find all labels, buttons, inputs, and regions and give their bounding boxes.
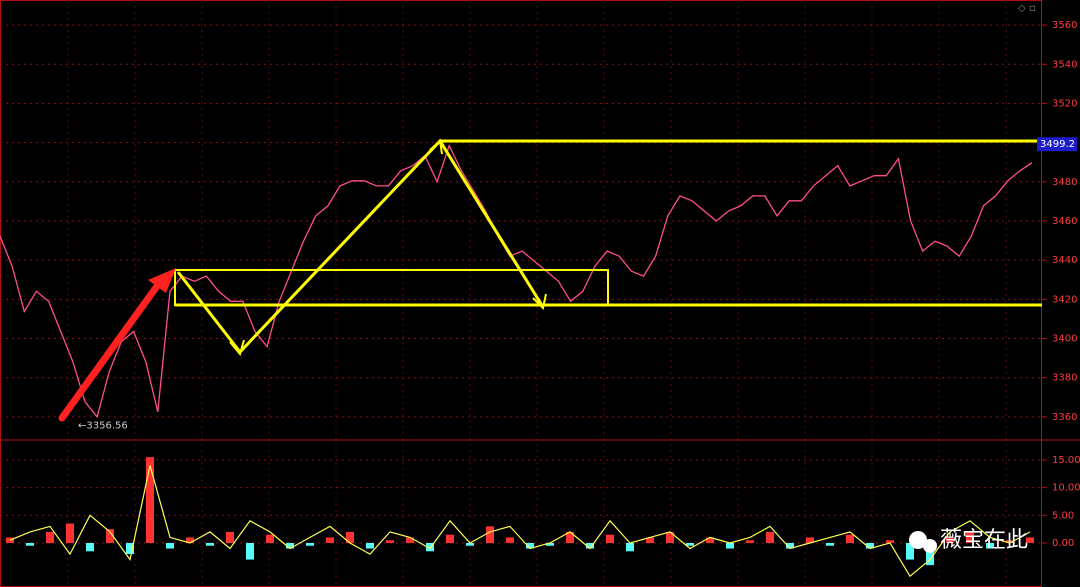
- osc-bar: [686, 542, 694, 546]
- toolbar-icons[interactable]: ◇ ▫: [1018, 3, 1036, 14]
- osc-bar: [886, 540, 894, 543]
- osc-bar: [106, 529, 114, 543]
- osc-bar: [326, 537, 334, 543]
- osc-bar: [206, 542, 214, 546]
- osc-bar: [226, 531, 234, 543]
- osc-bar: [346, 531, 354, 543]
- osc-bar: [986, 542, 994, 549]
- osc-bar: [946, 537, 954, 543]
- osc-bar: [806, 537, 814, 543]
- osc-bar: [266, 534, 274, 543]
- osc-bar: [526, 542, 534, 549]
- osc-bar: [826, 542, 834, 546]
- y-tick-label: 3540: [1052, 59, 1077, 70]
- osc-bar: [146, 457, 154, 543]
- osc-bar: [286, 542, 294, 549]
- osc-bar: [6, 537, 14, 543]
- osc-bar: [546, 542, 554, 546]
- osc-bar: [46, 531, 54, 543]
- osc-bar: [1026, 537, 1034, 543]
- osc-bar: [846, 534, 854, 543]
- osc-bar: [166, 542, 174, 549]
- drawings: [174, 138, 1042, 357]
- y-tick-label: 3360: [1052, 412, 1077, 423]
- grid: [0, 0, 1040, 587]
- osc-bar: [186, 537, 194, 543]
- osc-bar: [646, 537, 654, 543]
- osc-bar: [26, 542, 34, 546]
- y-tick-label: 3400: [1052, 334, 1077, 345]
- osc-bar: [706, 537, 714, 543]
- osc-bar: [726, 542, 734, 549]
- price-line: [0, 143, 1033, 419]
- y-tick-label: 5.00: [1052, 510, 1074, 521]
- osc-bar: [746, 540, 754, 543]
- osc-bar: [386, 540, 394, 543]
- osc-bar: [486, 526, 494, 543]
- osc-bar: [766, 531, 774, 543]
- wechat-icon: [923, 539, 937, 553]
- y-tick-label: 15.00: [1052, 455, 1080, 466]
- osc-bar: [366, 542, 374, 549]
- osc-bar: [906, 542, 914, 560]
- osc-bar: [666, 531, 674, 543]
- osc-bar: [926, 542, 934, 566]
- y-tick-label: 3460: [1052, 216, 1077, 227]
- y-tick-label: 3380: [1052, 373, 1077, 384]
- osc-bar: [626, 542, 634, 552]
- y-tick-label: 0.00: [1052, 538, 1074, 549]
- last-price-label: 3499.2: [1040, 139, 1075, 150]
- osc-bar: [86, 542, 94, 552]
- last-price-box: [1037, 137, 1077, 152]
- osc-bar: [566, 531, 574, 543]
- zigzag: [176, 138, 545, 355]
- y-tick-label: 10.00: [1052, 483, 1080, 494]
- watermark: 薇宝在此: [909, 528, 1028, 553]
- y-tick-label: 3520: [1052, 98, 1077, 109]
- osc-bar: [606, 534, 614, 543]
- plot: [0, 143, 1034, 578]
- y-tick-label: 3480: [1052, 177, 1077, 188]
- low-label: ←3356.56: [78, 421, 128, 432]
- osc-bar: [1006, 540, 1014, 543]
- osc-bar: [466, 542, 474, 546]
- osc-bar: [966, 531, 974, 543]
- osc-bar: [126, 542, 134, 555]
- osc-line: [9, 465, 1031, 578]
- osc-bar: [306, 542, 314, 546]
- osc-bar: [426, 542, 434, 552]
- osc-bar: [506, 537, 514, 543]
- arrow-heads: [229, 139, 547, 357]
- watermark-text: 薇宝在此: [940, 528, 1028, 553]
- osc-bar: [586, 542, 594, 549]
- osc-bar: [786, 542, 794, 549]
- arrow-shaft: [58, 278, 164, 422]
- wechat-icon: [909, 531, 927, 549]
- osc-bar: [66, 523, 74, 543]
- arrow-head: [148, 268, 176, 293]
- osc-bar: [866, 542, 874, 549]
- y-tick-label: 3560: [1052, 20, 1077, 31]
- y-tick-label: 3440: [1052, 255, 1077, 266]
- trend-arrow: [58, 268, 176, 422]
- osc-bar: [406, 537, 414, 543]
- osc-bar: [446, 534, 454, 543]
- y-tick-label: 3420: [1052, 294, 1077, 305]
- osc-bar: [246, 542, 254, 560]
